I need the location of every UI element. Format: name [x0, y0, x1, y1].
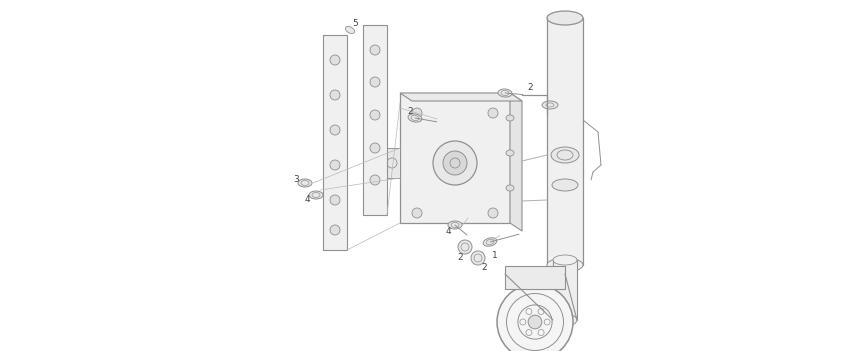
Ellipse shape — [370, 77, 380, 87]
Text: 2: 2 — [407, 107, 413, 117]
Text: 2: 2 — [481, 264, 487, 272]
Ellipse shape — [551, 147, 579, 163]
Polygon shape — [385, 148, 400, 178]
Ellipse shape — [330, 125, 340, 135]
Ellipse shape — [488, 108, 498, 118]
Ellipse shape — [330, 90, 340, 100]
Ellipse shape — [330, 160, 340, 170]
Ellipse shape — [345, 26, 355, 34]
Polygon shape — [553, 260, 577, 320]
Ellipse shape — [448, 221, 462, 229]
Ellipse shape — [506, 185, 514, 191]
Text: 4: 4 — [445, 227, 450, 237]
Ellipse shape — [370, 45, 380, 55]
Polygon shape — [323, 35, 347, 250]
Polygon shape — [505, 266, 565, 289]
Ellipse shape — [488, 208, 498, 218]
Ellipse shape — [497, 284, 573, 351]
Ellipse shape — [298, 179, 312, 187]
Text: 1: 1 — [492, 251, 498, 259]
Ellipse shape — [309, 191, 323, 199]
Ellipse shape — [506, 150, 514, 156]
Ellipse shape — [542, 101, 558, 109]
Text: 5: 5 — [352, 20, 358, 28]
Ellipse shape — [370, 110, 380, 120]
Ellipse shape — [553, 314, 577, 326]
Ellipse shape — [370, 175, 380, 185]
Polygon shape — [510, 310, 560, 334]
Polygon shape — [363, 25, 387, 215]
Ellipse shape — [547, 11, 583, 25]
Ellipse shape — [330, 225, 340, 235]
Ellipse shape — [483, 238, 496, 246]
Ellipse shape — [498, 89, 512, 97]
Ellipse shape — [370, 143, 380, 153]
Ellipse shape — [547, 258, 583, 272]
Ellipse shape — [458, 240, 472, 254]
Ellipse shape — [443, 151, 467, 175]
Ellipse shape — [408, 114, 422, 122]
Ellipse shape — [506, 115, 514, 121]
Text: 2: 2 — [457, 253, 463, 263]
Ellipse shape — [552, 179, 578, 191]
Ellipse shape — [412, 208, 422, 218]
Text: 3: 3 — [293, 176, 299, 185]
Ellipse shape — [330, 195, 340, 205]
Text: 4: 4 — [304, 196, 310, 205]
Ellipse shape — [528, 315, 542, 329]
Ellipse shape — [412, 108, 422, 118]
Polygon shape — [400, 93, 522, 101]
Ellipse shape — [553, 255, 577, 265]
Ellipse shape — [330, 55, 340, 65]
Text: 2: 2 — [527, 84, 533, 93]
Polygon shape — [510, 93, 522, 231]
Polygon shape — [400, 93, 510, 223]
Polygon shape — [547, 18, 583, 265]
Ellipse shape — [433, 141, 477, 185]
Ellipse shape — [471, 251, 485, 265]
